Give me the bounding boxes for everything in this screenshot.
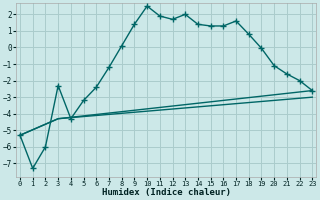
X-axis label: Humidex (Indice chaleur): Humidex (Indice chaleur): [102, 188, 231, 197]
